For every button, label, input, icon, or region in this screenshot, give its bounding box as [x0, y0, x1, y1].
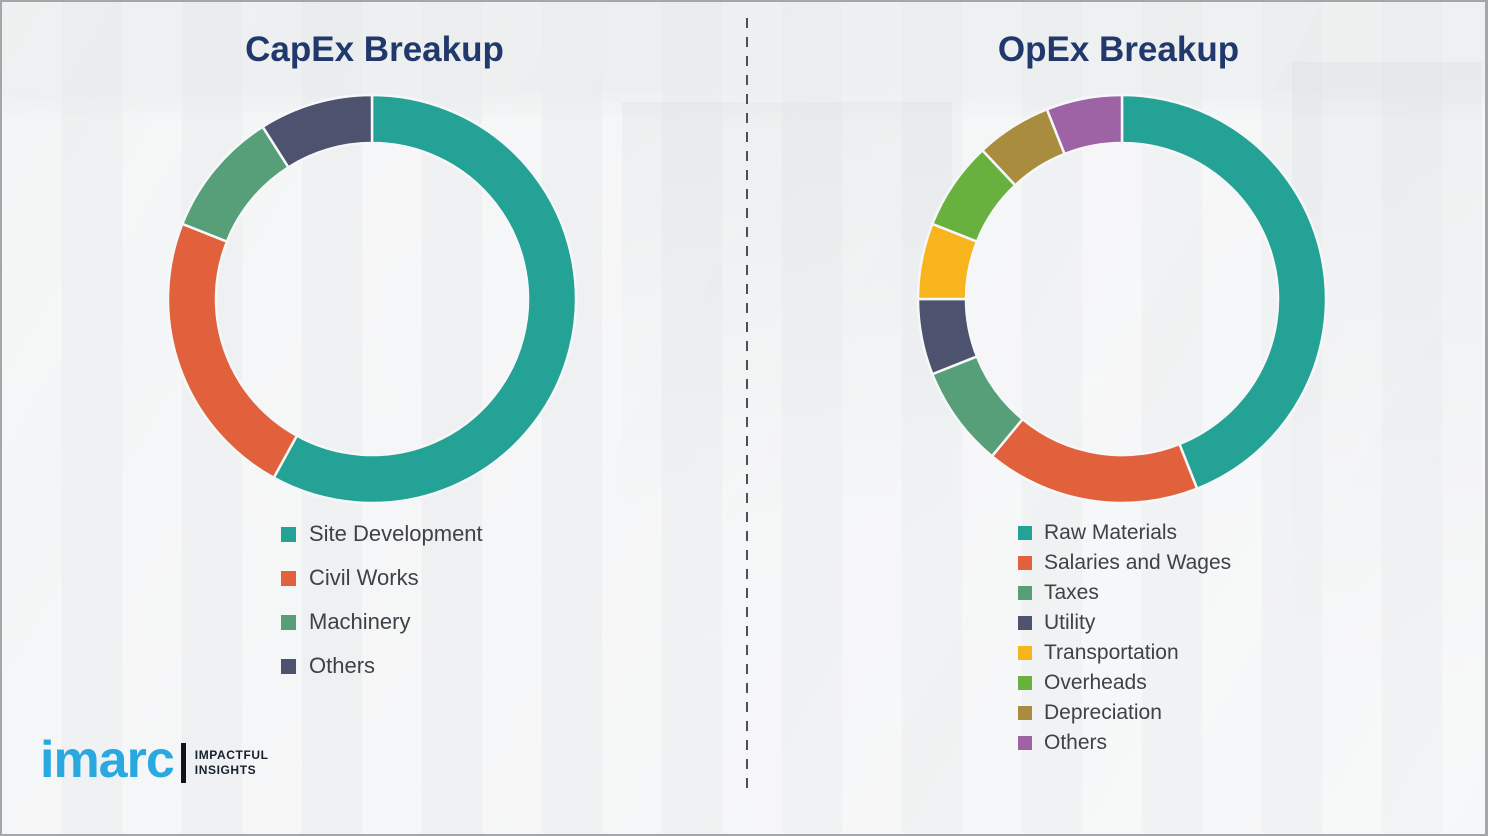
legend-label-transportation: Transportation	[1044, 641, 1179, 664]
donut-segment-others	[1045, 93, 1124, 156]
legend-item-others: Others	[281, 644, 483, 688]
legend-item-overheads: Overheads	[1018, 668, 1231, 698]
legend-item-machinery: Machinery	[281, 600, 483, 644]
legend-swatch-depreciation	[1018, 706, 1032, 720]
legend-item-taxes: Taxes	[1018, 578, 1231, 608]
legend-label-others: Others	[1044, 731, 1108, 754]
vertical-dashed-divider	[746, 18, 748, 794]
legend-item-depreciation: Depreciation	[1018, 698, 1231, 728]
legend-label-site-development: Site Development	[309, 521, 483, 546]
legend-label-taxes: Taxes	[1044, 581, 1099, 604]
legend-swatch-civil-works	[281, 570, 296, 586]
capex-donut-chart	[166, 93, 578, 505]
legend-item-raw-materials: Raw Materials	[1018, 518, 1231, 548]
legend-swatch-machinery	[281, 614, 296, 630]
capex-chart-title: CapEx Breakup	[245, 30, 504, 69]
legend-swatch-raw-materials	[1018, 526, 1032, 540]
legend-item-others: Others	[1018, 728, 1231, 758]
legend-item-transportation: Transportation	[1018, 638, 1231, 668]
legend-swatch-others	[281, 658, 296, 674]
capex-panel: CapEx Breakup Site Development Civil Work…	[2, 2, 747, 834]
imarc-logo-tagline: IMPACTFUL INSIGHTS	[195, 748, 269, 778]
legend-label-utility: Utility	[1044, 611, 1096, 634]
donut-segment-civil-works	[166, 222, 299, 480]
legend-label-salaries-and-wages: Salaries and Wages	[1044, 551, 1232, 574]
legend-swatch-taxes	[1018, 586, 1032, 600]
opex-chart-title: OpEx Breakup	[997, 30, 1240, 69]
legend-item-utility: Utility	[1018, 608, 1231, 638]
legend-label-others: Others	[309, 653, 376, 678]
legend-swatch-utility	[1018, 616, 1032, 630]
legend-label-depreciation: Depreciation	[1044, 701, 1162, 724]
legend-item-civil-works: Civil Works	[281, 556, 483, 600]
legend-swatch-others	[1018, 736, 1032, 750]
legend-swatch-salaries-and-wages	[1018, 556, 1032, 570]
donut-segment-raw-materials	[1120, 93, 1328, 491]
legend-swatch-site-development	[281, 526, 296, 542]
legend-label-civil-works: Civil Works	[309, 565, 419, 590]
opex-panel: OpEx Breakup Raw Materials Salaries and W…	[747, 2, 1485, 834]
capex-legend: Site Development Civil Works Machinery Othe…	[281, 512, 483, 688]
donut-segment-others	[260, 93, 374, 170]
imarc-logo-tagline-line1: IMPACTFUL	[194, 748, 269, 762]
imarc-logo-wordmark: imarc	[40, 731, 175, 789]
legend-label-overheads: Overheads	[1044, 671, 1147, 694]
imarc-logo-divider-bar	[180, 743, 186, 783]
donut-segment-salaries-and-wages	[990, 417, 1199, 505]
opex-donut-chart	[916, 93, 1328, 505]
imarc-logo: imarc IMPACTFUL INSIGHTS	[40, 734, 269, 792]
legend-swatch-transportation	[1018, 646, 1032, 660]
legend-label-raw-materials: Raw Materials	[1044, 521, 1178, 544]
legend-item-site-development: Site Development	[281, 512, 483, 556]
imarc-logo-tagline-line2: INSIGHTS	[194, 763, 257, 777]
legend-label-machinery: Machinery	[309, 609, 411, 634]
opex-legend: Raw Materials Salaries and Wages Taxes Util…	[1018, 518, 1231, 758]
legend-swatch-overheads	[1018, 676, 1032, 690]
legend-item-salaries-and-wages: Salaries and Wages	[1018, 548, 1231, 578]
donut-segment-site-development	[272, 93, 578, 505]
